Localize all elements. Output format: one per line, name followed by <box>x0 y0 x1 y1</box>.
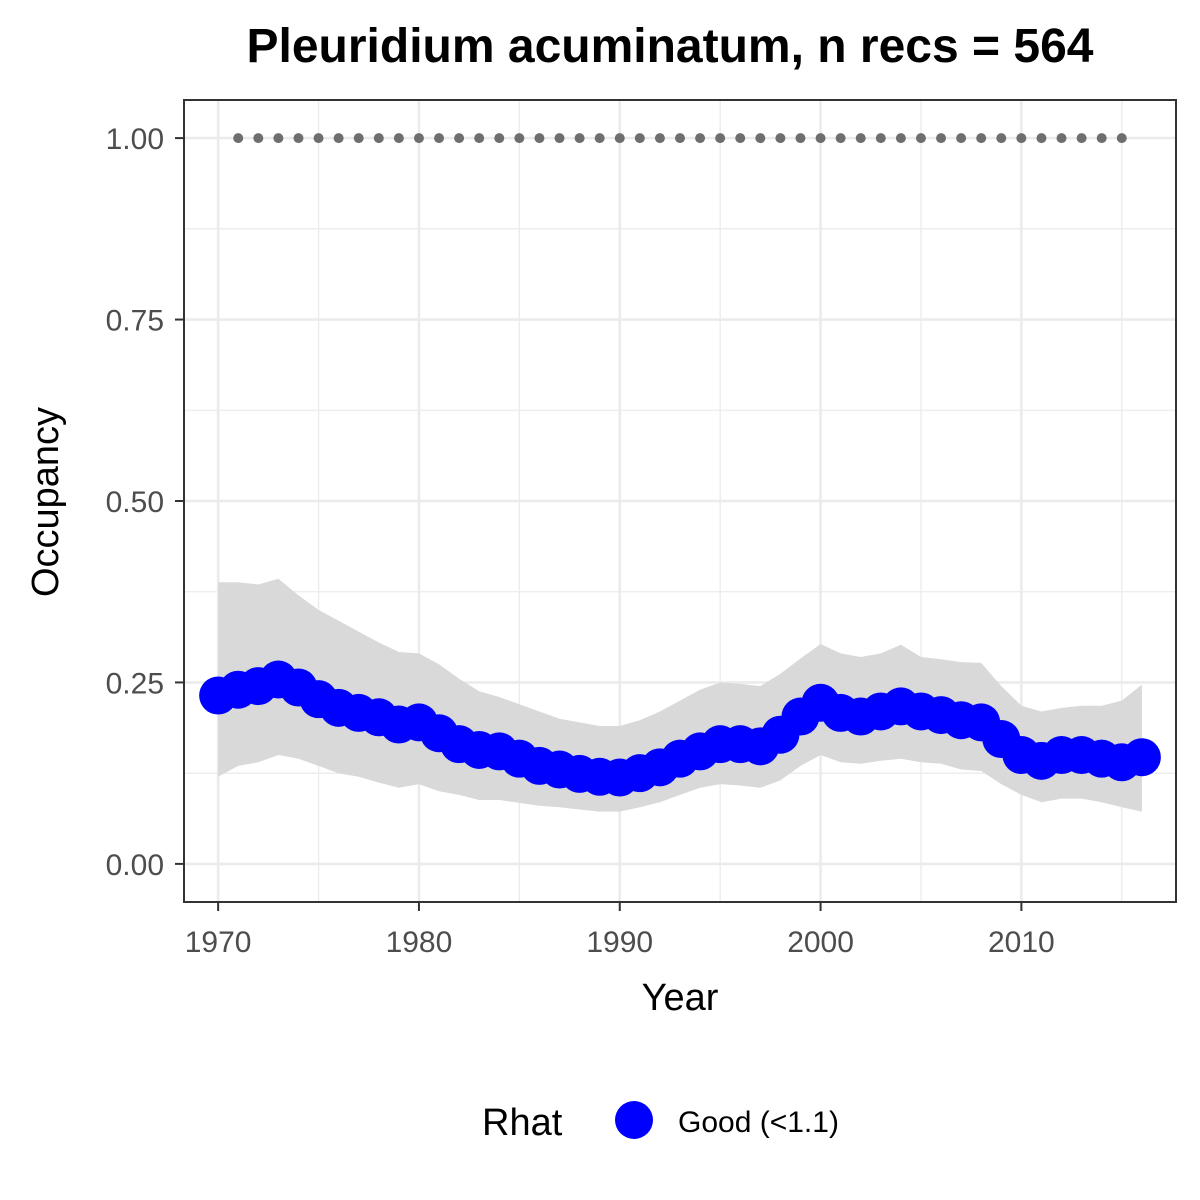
reference-dot <box>634 133 645 144</box>
x-tick-label: 2010 <box>988 926 1055 959</box>
y-axis: 0.00 0.25 0.50 0.75 1.00 <box>106 123 184 882</box>
reference-dot <box>434 133 445 144</box>
reference-dot <box>675 133 685 144</box>
reference-dot <box>915 133 926 144</box>
reference-dot <box>835 133 846 144</box>
reference-dot <box>1016 133 1027 144</box>
reference-dot <box>494 133 505 144</box>
x-tick-label: 1980 <box>386 926 453 959</box>
y-tick-label: 0.25 <box>106 667 164 700</box>
reference-dot <box>735 133 746 144</box>
reference-dot <box>895 133 906 144</box>
reference-dot <box>775 133 786 144</box>
reference-dot <box>393 133 404 144</box>
reference-dot <box>795 133 806 144</box>
reference-dot <box>594 133 605 144</box>
reference-dot <box>755 133 766 144</box>
legend-label-good: Good (<1.1) <box>678 1106 839 1139</box>
reference-dot <box>454 133 465 144</box>
y-tick-label: 0.00 <box>106 849 164 882</box>
y-axis-title: Occupancy <box>25 407 67 597</box>
reference-dot <box>514 133 525 144</box>
legend-title: Rhat <box>482 1102 563 1144</box>
x-tick-label: 2000 <box>787 926 854 959</box>
x-axis-title: Year <box>642 977 719 1019</box>
reference-dot <box>273 133 284 144</box>
y-tick-label: 0.75 <box>106 305 164 338</box>
x-tick-label: 1990 <box>586 926 653 959</box>
reference-dot <box>353 133 364 144</box>
reference-dot <box>474 133 485 144</box>
reference-dot <box>936 133 947 144</box>
legend: Rhat Good (<1.1) <box>482 1101 839 1144</box>
reference-dot <box>373 133 384 144</box>
reference-dot <box>956 133 967 144</box>
reference-dot <box>534 133 545 144</box>
reference-dots <box>233 133 1127 144</box>
reference-dot <box>313 133 324 144</box>
reference-dot <box>574 133 585 144</box>
reference-dot <box>1096 133 1107 144</box>
reference-dot <box>695 133 706 144</box>
reference-dot <box>715 133 726 144</box>
reference-dot <box>333 133 344 144</box>
reference-dot <box>233 133 244 144</box>
y-tick-label: 0.50 <box>106 486 164 519</box>
x-axis: 1970 1980 1990 2000 2010 <box>185 902 1055 959</box>
reference-dot <box>855 133 866 144</box>
occupancy-point <box>1122 738 1161 777</box>
y-tick-label: 1.00 <box>106 123 164 156</box>
reference-dot <box>554 133 565 144</box>
reference-dot <box>253 133 264 144</box>
reference-dot <box>976 133 987 144</box>
reference-dot <box>1056 133 1067 144</box>
reference-dot <box>614 133 625 144</box>
x-tick-label: 1970 <box>185 926 252 959</box>
reference-dot <box>996 133 1007 144</box>
reference-dot <box>875 133 886 144</box>
occupancy-points <box>199 660 1161 797</box>
reference-dot <box>1076 133 1087 144</box>
reference-dot <box>1036 133 1047 144</box>
reference-dot <box>815 133 826 144</box>
reference-dot <box>293 133 304 144</box>
legend-key-good <box>615 1101 653 1139</box>
chart-title: Pleuridium acuminatum, n recs = 564 <box>247 20 1094 73</box>
reference-dot <box>413 133 424 144</box>
reference-dot <box>654 133 665 144</box>
reference-dot <box>1116 133 1127 144</box>
